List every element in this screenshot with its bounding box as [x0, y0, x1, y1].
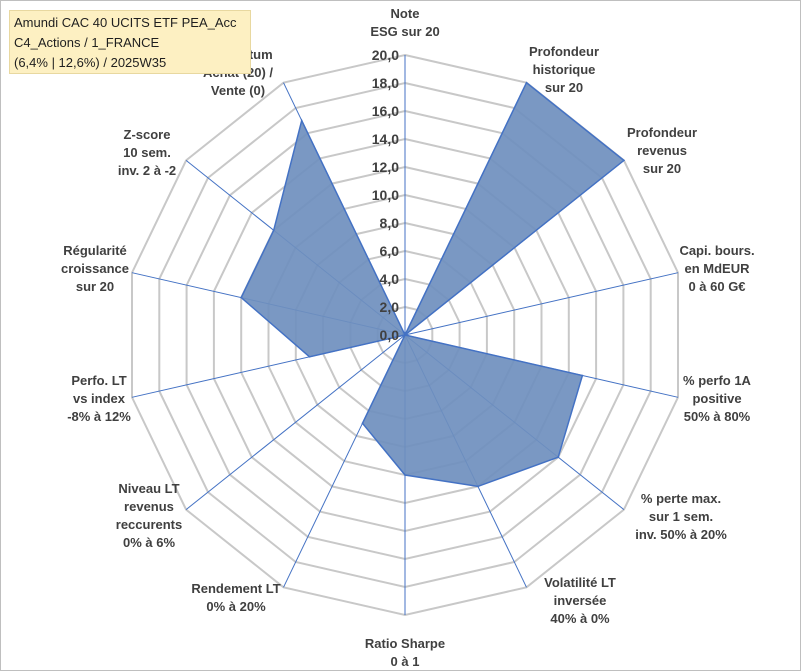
axis-label: Note ESG sur 20	[370, 5, 439, 41]
chart-title-box: Amundi CAC 40 UCITS ETF PEA_Acc C4_Actio…	[9, 10, 251, 74]
axis-label: Ratio Sharpe 0 à 1	[365, 635, 445, 671]
series-point	[240, 296, 242, 299]
axis-label-line: Régularité	[63, 243, 127, 258]
axis-label-line: Volatilité LT	[544, 575, 616, 590]
series-point	[404, 474, 406, 476]
title-line-2: C4_Actions / 1_FRANCE	[14, 35, 160, 50]
axis-label-line: inv. 2 à -2	[117, 163, 177, 178]
series-point	[581, 374, 584, 377]
axis-label: Capi. bours. en MdEUR 0 à 60 G€	[679, 242, 754, 296]
radial-tick-labels: 0,0 2,0 4,0 6,0 8,0 10,0 12,0 14,0 16,0 18,0 20,0	[372, 47, 399, 343]
series-point	[623, 159, 625, 162]
axis-label-line: Profondeur	[528, 44, 600, 59]
title-line-1: Amundi CAC 40 UCITS ETF PEA_Acc	[14, 15, 237, 30]
axis-label-line: 50% à 80%	[683, 409, 751, 424]
radial-tick-label: 0,0	[380, 327, 400, 343]
axis-label-line: 10 sem.	[123, 145, 171, 160]
axis-label-line: revenus	[124, 499, 174, 514]
axis-label-line: -8% à 12%	[67, 409, 131, 424]
axis-label: Rendement LT 0% à 20%	[191, 580, 280, 616]
radar-spoke	[404, 272, 679, 336]
axis-label-line: sur 20	[544, 80, 584, 95]
radial-tick-label: 16,0	[372, 103, 399, 119]
axis-label-line: sur 20	[75, 279, 115, 294]
axis-label-line: Vente (0)	[210, 83, 266, 98]
axis-label-line: Ratio Sharpe	[364, 636, 446, 651]
axis-label-line: 40% à 0%	[550, 611, 610, 626]
axis-label-line: Profondeur	[626, 125, 698, 140]
radial-tick-label: 20,0	[372, 47, 399, 63]
axis-label-line: croissance	[61, 261, 129, 276]
axis-label: % perte max. sur 1 sem. inv. 50% à 20%	[635, 490, 727, 544]
axis-label-line: revenus	[637, 143, 687, 158]
axis-label: Niveau LT revenus reccurents 0% à 6%	[116, 480, 182, 552]
axis-label-line: 0 à 1	[390, 654, 420, 669]
radial-tick-label: 2,0	[380, 299, 400, 315]
axis-label: Régularité croissance sur 20	[61, 242, 129, 296]
series-point	[361, 422, 364, 425]
axis-label-line: reccurents	[115, 517, 183, 532]
series-point	[404, 334, 406, 336]
axis-label-line: historique	[532, 62, 596, 77]
radial-tick-label: 10,0	[372, 187, 399, 203]
series-point	[477, 485, 479, 488]
axis-label-line: Niveau LT	[118, 481, 180, 496]
axis-label-line: Perfo. LT	[71, 373, 127, 388]
axis-label-line: vs index	[72, 391, 126, 406]
radial-tick-label: 12,0	[372, 159, 399, 175]
radar-series	[240, 81, 626, 488]
axis-label: % perfo 1A positive 50% à 80%	[683, 372, 751, 426]
radar-spoke	[185, 334, 406, 510]
axis-label-line: Capi. bours.	[679, 243, 755, 258]
axis-label-line: positive	[692, 391, 742, 406]
axis-label-line: Note	[390, 6, 420, 21]
axis-label: Perfo. LT vs index -8% à 12%	[67, 372, 131, 426]
axis-label: Volatilité LT inversée 40% à 0%	[544, 574, 616, 628]
axis-label-line: ESG sur 20	[370, 24, 440, 39]
axis-label-line: en MdEUR	[684, 261, 750, 276]
axis-label: Profondeur revenus sur 20	[627, 124, 697, 178]
axis-label-line: 0% à 20%	[206, 599, 266, 614]
radial-tick-label: 14,0	[372, 131, 399, 147]
axis-label-line: Z-score	[123, 127, 171, 142]
radial-tick-label: 6,0	[380, 243, 400, 259]
series-point	[557, 456, 559, 459]
radial-tick-label: 18,0	[372, 75, 399, 91]
series-point	[308, 356, 311, 358]
axis-label: Profondeur historique sur 20	[529, 43, 599, 97]
radial-tick-label: 4,0	[380, 271, 400, 287]
axis-label-line: Rendement LT	[191, 581, 281, 596]
axis-label-line: % perte max.	[640, 491, 722, 506]
axis-label-line: inv. 50% à 20%	[635, 527, 727, 542]
axis-label-line: sur 20	[642, 161, 682, 176]
axis-label-line: inversée	[553, 593, 607, 608]
series-point	[525, 81, 528, 84]
series-point	[272, 229, 275, 232]
axis-label-line: % perfo 1A	[683, 373, 751, 388]
axis-label: Z-score 10 sem. inv. 2 à -2	[118, 126, 176, 180]
axis-label-line: sur 1 sem.	[648, 509, 714, 524]
series-point	[300, 119, 303, 122]
axis-label-line: 0% à 6%	[122, 535, 176, 550]
axis-label-line: 0 à 60 G€	[688, 279, 746, 294]
title-line-3: (6,4% | 12,6%) / 2025W35	[14, 55, 167, 70]
radial-tick-label: 8,0	[380, 215, 400, 231]
